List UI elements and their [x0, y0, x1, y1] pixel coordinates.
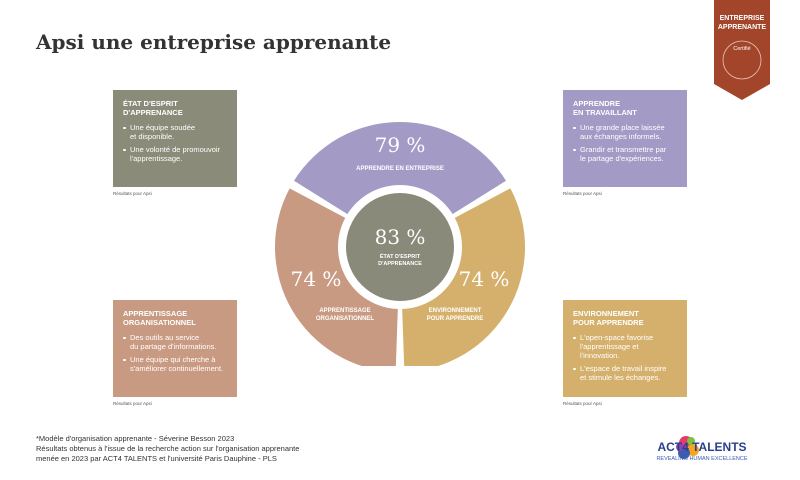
page-title: Apsi une entreprise apprenante	[36, 30, 392, 54]
card-title: APPRENTISSAGE ORGANISATIONNEL	[123, 309, 227, 327]
center-value: 83 %	[375, 225, 426, 249]
logo-name: ACT4 TALENTS	[657, 440, 746, 454]
info-card: APPRENTISSAGE ORGANISATIONNEL Des outils a…	[113, 300, 237, 397]
ring-segment	[275, 188, 398, 366]
bullet-line: et stimule les échanges.	[580, 373, 661, 382]
card-title-line: D'APPRENANCE	[123, 108, 183, 117]
bullet-line: l'apprentissage.	[130, 154, 183, 163]
bullet-line: Une grande place laissée	[580, 123, 665, 132]
card-bullet: Une équipe soudée et disponible.	[123, 123, 227, 141]
segment-label: APPRENDRE EN ENTREPRISE	[356, 166, 444, 172]
segment-value: 79 %	[375, 133, 426, 157]
bullet-dot	[573, 126, 576, 129]
bullet-dot	[573, 336, 576, 339]
bullet-line: aux échanges informels.	[580, 132, 662, 141]
segment-label: APPRENTISSAGE	[319, 308, 370, 314]
card-title-line: APPRENDRE	[573, 99, 621, 108]
bullet-line: L'espace de travail inspire	[580, 364, 667, 373]
card-title-line: ORGANISATIONNEL	[123, 318, 196, 327]
footnote-line: *Modèle d'organisation apprenante - Séve…	[36, 434, 235, 443]
segment-value: 74 %	[291, 267, 342, 291]
bullet-line: et disponible.	[130, 132, 175, 141]
bullet-line: Une équipe soudée	[130, 123, 196, 132]
card-bullet: Grandir et transmettre par le partage d'e…	[573, 145, 677, 163]
bullet-line: s'améliorer continuellement.	[130, 364, 224, 373]
center-circle	[344, 191, 456, 303]
footnote-line: menée en 2023 par ACT4 TALENTS et l'univ…	[36, 454, 277, 463]
segment-label: POUR APPRENDRE	[427, 316, 483, 322]
card-title-line: EN TRAVAILLANT	[573, 108, 637, 117]
ring-segment	[293, 121, 507, 215]
bullet-dot	[123, 336, 126, 339]
card-title: ENVIRONNEMENT POUR APPRENDRE	[573, 309, 677, 327]
bullet-line: Grandir et transmettre par	[580, 145, 667, 154]
center-label: ÉTAT D'ESPRIT	[380, 252, 421, 260]
bullet-line: Une volonté de promouvoir	[130, 145, 221, 154]
footnote: *Modèle d'organisation apprenante - Séve…	[36, 434, 299, 464]
bullet-line: le partage d'expériences.	[580, 154, 664, 163]
info-card: ÉTAT D'ESPRIT D'APPRENANCE Une équipe soud…	[113, 90, 237, 187]
card-title-line: ÉTAT D'ESPRIT	[123, 99, 178, 108]
logo-tagline: REVEALING HUMAN EXCELLENCE	[656, 456, 747, 462]
card-caption: Résultats pour Apsi	[563, 191, 602, 196]
bullet-dot	[573, 148, 576, 151]
center-label: D'APPRENANCE	[378, 261, 422, 267]
bullet-line: l'innovation.	[580, 351, 620, 360]
bullet-line: Des outils au service	[130, 333, 200, 342]
card-caption: Résultats pour Apsi	[563, 401, 602, 406]
info-card: APPRENDRE EN TRAVAILLANT Une grande place …	[563, 90, 687, 187]
bullet-dot	[123, 126, 126, 129]
badge-line: APPRENANTE	[718, 24, 767, 31]
bullet-dot	[573, 367, 576, 370]
card-bullet: Une équipe qui cherche à s'améliorer cont…	[123, 355, 227, 373]
ring-segment	[402, 188, 525, 366]
card-caption: Résultats pour Apsi	[113, 401, 152, 406]
card-bullet: Des outils au service du partage d'inform…	[123, 333, 227, 351]
segment-label: ENVIRONNEMENT	[429, 308, 482, 314]
card-title-line: ENVIRONNEMENT	[573, 309, 639, 318]
card-caption: Résultats pour Apsi	[113, 191, 152, 196]
bullet-line: Une équipe qui cherche à	[130, 355, 216, 364]
segment-label: ORGANISATIONNEL	[316, 316, 375, 322]
bullet-dot	[123, 358, 126, 361]
badge	[714, 0, 770, 100]
card-bullet: L'espace de travail inspire et stimule le…	[573, 364, 677, 382]
badge-seal	[722, 40, 762, 80]
info-card: ENVIRONNEMENT POUR APPRENDRE L'open-space …	[563, 300, 687, 397]
bullet-line: l'apprentissage et	[580, 342, 639, 351]
badge-line: ENTREPRISE	[720, 15, 765, 22]
card-title-line: POUR APPRENDRE	[573, 318, 644, 327]
logo-mark	[676, 436, 699, 459]
footnote-line: Résultats obtenus à l'issue de la recher…	[36, 444, 300, 453]
segment-value: 74 %	[459, 267, 510, 291]
bullet-line: L'open-space favorise	[580, 333, 654, 342]
card-title-line: APPRENTISSAGE	[123, 309, 188, 318]
card-bullet: Une grande place laissée aux échanges inf…	[573, 123, 677, 141]
bullet-line: du partage d'informations.	[130, 342, 217, 351]
card-bullet: Une volonté de promouvoir l'apprentissage…	[123, 145, 227, 163]
card-bullet: L'open-space favorise l'apprentissage et l…	[573, 333, 677, 360]
card-title: APPRENDRE EN TRAVAILLANT	[573, 99, 677, 117]
badge-label: Certifié	[733, 46, 750, 52]
bullet-dot	[123, 148, 126, 151]
card-title: ÉTAT D'ESPRIT D'APPRENANCE	[123, 99, 227, 117]
